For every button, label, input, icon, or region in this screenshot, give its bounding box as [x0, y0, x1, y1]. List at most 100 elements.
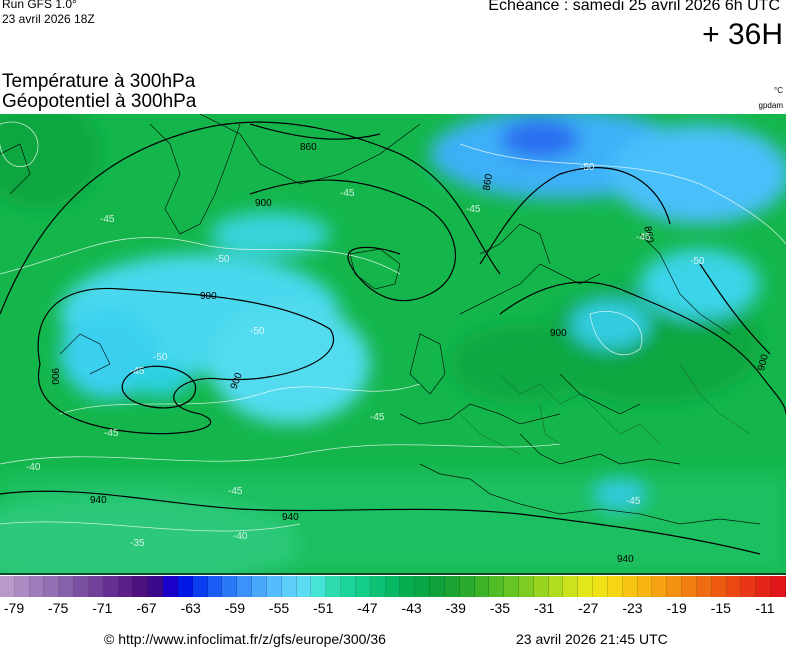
color-swatch: [578, 576, 594, 597]
color-swatch: [667, 576, 683, 597]
color-swatch: [355, 576, 371, 597]
color-scale-tick: -31: [533, 600, 555, 616]
source-credit[interactable]: © http://www.infoclimat.fr/z/gfs/europe/…: [104, 631, 386, 647]
color-swatch: [563, 576, 579, 597]
temperature-label: -50: [580, 162, 595, 173]
color-scale-tick: -79: [3, 600, 25, 616]
color-swatch: [593, 576, 608, 597]
color-scale-tick: -59: [224, 600, 245, 616]
color-swatch: [489, 576, 505, 597]
color-swatch: [0, 576, 15, 597]
color-scale-tick: -55: [268, 600, 290, 616]
color-swatch: [370, 576, 386, 597]
color-scale-tick: -35: [489, 600, 511, 616]
forecast-valid-time: Echéance : samedi 25 avril 2026 6h UTC: [488, 0, 780, 14]
color-swatch: [207, 576, 223, 597]
color-swatch: [415, 576, 431, 597]
color-scale-tick: -43: [401, 600, 422, 616]
color-scale-tick: -51: [313, 600, 334, 616]
color-swatch: [88, 576, 104, 597]
color-swatch: [622, 576, 638, 597]
temperature-label: -50: [215, 254, 230, 265]
temperature-label: -45: [100, 214, 115, 225]
color-swatch: [252, 576, 267, 597]
color-swatch: [504, 576, 519, 597]
color-scale-tick: -63: [180, 600, 201, 616]
color-swatch: [741, 576, 757, 597]
temperature-label: -45: [636, 232, 651, 243]
color-swatch: [385, 576, 401, 597]
color-swatch: [444, 576, 460, 597]
color-scale-tick: -75: [48, 600, 69, 616]
color-swatch: [266, 576, 282, 597]
geopotential-label: 940: [282, 512, 299, 523]
color-swatch: [326, 576, 342, 597]
color-swatch: [711, 576, 727, 597]
color-swatch: [44, 576, 60, 597]
color-swatch: [756, 576, 772, 597]
isotherms: [0, 121, 786, 532]
temperature-label: -50: [690, 256, 705, 267]
color-scale: [0, 576, 786, 597]
geopotential-label: 940: [90, 495, 107, 506]
color-swatch: [459, 576, 475, 597]
color-swatch: [163, 576, 178, 597]
color-scale-tick: -11: [755, 600, 775, 616]
temperature-label: -50: [250, 326, 265, 337]
temperature-label: -40: [233, 531, 248, 542]
color-swatch: [222, 576, 238, 597]
temperature-label: -40: [26, 462, 41, 473]
color-swatch: [771, 576, 786, 597]
color-scale-tick: -15: [710, 600, 731, 616]
unit-temperature: °C: [774, 86, 783, 95]
color-swatch: [296, 576, 312, 597]
geopotential-contours: [0, 121, 786, 575]
geopotential-label: 900: [550, 328, 567, 339]
color-scale-tick: -47: [357, 600, 378, 616]
coastlines: [0, 114, 761, 525]
geopotential-label: 860: [300, 142, 317, 153]
temperature-label: -45: [370, 412, 385, 423]
color-swatch: [281, 576, 297, 597]
color-swatch: [311, 576, 327, 597]
color-scale-tick: -27: [578, 600, 599, 616]
color-scale-ticks: -79 -75 -71 -67 -63 -59 -55 -51 -47 -43 -39 -35 -31 -…: [0, 600, 786, 618]
color-scale-tick: -71: [92, 600, 113, 616]
color-swatch: [103, 576, 119, 597]
temperature-label: -45: [104, 428, 119, 439]
color-swatch: [533, 576, 549, 597]
color-scale-tick: -67: [136, 600, 157, 616]
geopotential-label: 860: [641, 225, 655, 244]
weather-map[interactable]: 860 900 900 900 900 860 860 900 900 940 …: [0, 114, 786, 575]
color-swatch: [652, 576, 668, 597]
color-swatch: [133, 576, 149, 597]
temperature-label: -35: [130, 538, 145, 549]
color-scale-tick: -39: [445, 600, 466, 616]
color-swatch: [400, 576, 416, 597]
color-swatch: [607, 576, 623, 597]
run-label: Run GFS 1.0°: [2, 0, 77, 11]
generation-timestamp: 23 avril 2026 21:45 UTC: [516, 631, 668, 647]
geopotential-label: 900: [49, 368, 60, 385]
color-swatch: [74, 576, 89, 597]
geopotential-label: 900: [255, 198, 272, 209]
temperature-label: -45: [228, 486, 243, 497]
map-title-geopotential: Géopotentiel à 300hPa: [2, 91, 197, 112]
color-scale-tick: -19: [666, 600, 687, 616]
color-swatch: [726, 576, 742, 597]
color-swatch: [29, 576, 45, 597]
geopotential-label: 940: [617, 554, 634, 565]
color-swatch: [237, 576, 253, 597]
color-swatch: [682, 576, 697, 597]
color-swatch: [548, 576, 564, 597]
temperature-label: -45: [340, 188, 355, 199]
color-swatch: [430, 576, 445, 597]
color-swatch: [59, 576, 75, 597]
color-swatch: [192, 576, 208, 597]
geopotential-label: 860: [481, 173, 495, 192]
unit-geopotential: gpdam: [758, 101, 783, 110]
run-date: 23 avril 2026 18Z: [2, 12, 95, 26]
geopotential-label: 900: [200, 291, 217, 302]
color-swatch: [637, 576, 653, 597]
color-swatch: [474, 576, 490, 597]
